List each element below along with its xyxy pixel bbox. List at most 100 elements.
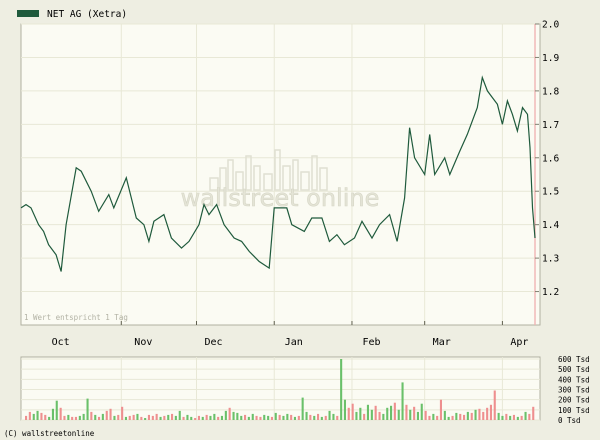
volume-bar xyxy=(409,409,412,420)
volume-bar xyxy=(328,410,331,420)
watermark-shape xyxy=(263,173,273,191)
volume-bar xyxy=(305,411,308,420)
volume-bar xyxy=(332,413,335,420)
volume-bar xyxy=(413,406,416,420)
volume-bar xyxy=(439,399,442,420)
volume-bar xyxy=(117,414,120,420)
volume-bar xyxy=(74,416,77,420)
volume-bar xyxy=(101,413,104,420)
volume-bar xyxy=(174,415,177,420)
price-y-tick-label: 1.3 xyxy=(542,254,559,265)
volume-bar xyxy=(482,411,485,420)
volume-bar xyxy=(509,415,512,420)
volume-bar xyxy=(512,414,515,420)
volume-bar xyxy=(516,416,519,420)
watermark-shape xyxy=(253,165,261,191)
volume-bar xyxy=(317,413,320,420)
volume-bar xyxy=(48,416,51,420)
volume-bar xyxy=(220,415,223,420)
volume-bar xyxy=(297,415,300,420)
volume-bar xyxy=(121,406,124,420)
volume-bar xyxy=(163,415,166,420)
volume-bar xyxy=(201,416,204,420)
volume-bar xyxy=(528,413,531,420)
volume-bar xyxy=(363,413,366,420)
volume-bar xyxy=(489,404,492,421)
volume-bar xyxy=(501,415,504,420)
price-y-tick-label: 1.2 xyxy=(542,287,559,298)
volume-bar xyxy=(355,411,358,420)
volume-bar xyxy=(370,409,373,420)
volume-bar xyxy=(366,404,369,421)
price-y-tick-label: 2.0 xyxy=(542,20,559,31)
volume-bar xyxy=(320,416,323,420)
price-y-tick-label: 1.9 xyxy=(542,53,559,64)
volume-bar xyxy=(532,406,535,420)
volume-bar xyxy=(236,412,239,420)
sampling-footnote: 1 Wert entspricht 1 Tag xyxy=(24,313,128,322)
volume-bar xyxy=(63,415,66,420)
volume-bar xyxy=(59,407,62,420)
volume-bar xyxy=(194,418,197,420)
volume-bar xyxy=(470,412,473,420)
x-tick-label: Apr xyxy=(510,337,528,348)
price-y-tick-label: 1.4 xyxy=(542,220,559,231)
volume-bar xyxy=(190,416,193,420)
volume-bar xyxy=(347,407,350,420)
volume-bar xyxy=(324,415,327,420)
volume-bar xyxy=(90,411,93,420)
volume-bar xyxy=(497,412,500,420)
volume-bar xyxy=(274,412,277,420)
volume-bar xyxy=(455,412,458,420)
price-series-line xyxy=(20,75,536,272)
volume-bar xyxy=(278,414,281,420)
volume-bar xyxy=(293,416,296,420)
volume-bar xyxy=(309,414,312,420)
volume-bar xyxy=(478,408,481,420)
volume-bar xyxy=(259,416,262,420)
volume-bar xyxy=(186,414,189,420)
watermark-shape xyxy=(219,167,227,191)
volume-bar xyxy=(405,404,408,421)
volume-bar xyxy=(459,413,462,420)
volume-bar xyxy=(140,416,143,420)
volume-bar xyxy=(167,414,170,420)
volume-bar xyxy=(36,410,39,420)
volume-bar xyxy=(40,412,43,420)
price-y-tick-label: 1.5 xyxy=(542,187,559,198)
volume-bar xyxy=(340,359,343,420)
x-tick-label: Dec xyxy=(205,337,223,348)
volume-bar xyxy=(397,409,400,420)
volume-bar xyxy=(51,408,54,420)
volume-bar xyxy=(78,415,81,420)
volume-bar xyxy=(443,410,446,420)
volume-bar xyxy=(151,415,154,420)
volume-bar xyxy=(401,382,404,420)
volume-bar xyxy=(136,413,139,420)
volume-bar xyxy=(290,414,293,420)
volume-bar xyxy=(251,413,254,420)
volume-bar xyxy=(124,416,127,420)
volume-bar xyxy=(390,405,393,420)
volume-bar xyxy=(447,416,450,420)
volume-bar xyxy=(505,413,508,420)
volume-bar xyxy=(25,415,28,420)
price-y-tick-label: 1.8 xyxy=(542,86,559,97)
volume-bar xyxy=(67,414,70,420)
volume-bar xyxy=(416,411,419,420)
price-y-tick-labels: 2.0 1.9 1.8 1.7 1.6 1.5 1.4 1.3 1.2 xyxy=(535,20,559,298)
x-tick-label: Feb xyxy=(362,337,380,348)
price-y-tick-label: 1.7 xyxy=(542,120,559,131)
x-tick-label: Jan xyxy=(285,337,303,348)
x-tick-label: Mar xyxy=(433,337,451,348)
volume-y-tick-label: 300 Tsd xyxy=(558,386,590,395)
volume-y-tick-label: 500 Tsd xyxy=(558,365,590,374)
volume-bar xyxy=(94,414,97,420)
volume-bar xyxy=(113,415,116,420)
volume-bar xyxy=(144,418,147,420)
legend-label: NET AG (Xetra) xyxy=(47,9,127,20)
volume-bar xyxy=(182,416,185,420)
volume-bar xyxy=(463,414,466,420)
watermark-shape xyxy=(300,171,310,191)
volume-bar xyxy=(240,415,243,420)
